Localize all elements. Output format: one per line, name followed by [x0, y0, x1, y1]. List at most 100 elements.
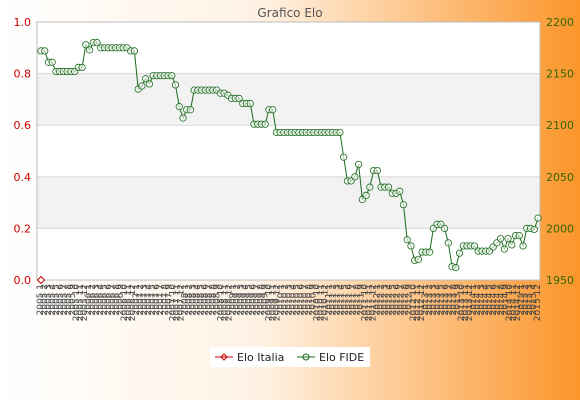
x-tick-label: 2009 10 — [264, 284, 274, 321]
x-tick-label: 2014 2 — [473, 284, 483, 316]
x-tick-label: 2011 4 — [337, 284, 347, 316]
x-tick-label: 2006 7 — [108, 284, 118, 316]
fide-point — [261, 120, 269, 128]
x-tick-label: 2005 7 — [60, 284, 70, 316]
x-tick-label: 2011 5 — [341, 284, 351, 316]
fide-point — [515, 232, 523, 240]
fide-point — [85, 46, 94, 54]
fide-point — [168, 72, 176, 80]
fide-point — [351, 173, 359, 181]
fide-point — [235, 94, 243, 102]
x-tick-label: 2009 3 — [236, 284, 246, 316]
x-tick-label: 2008 3 — [188, 284, 198, 316]
x-tick-label: 2006 2 — [88, 284, 98, 316]
x-tick-label: 2013 6 — [441, 284, 451, 316]
x-tick-label: 2012 9 — [405, 284, 415, 316]
fide-point — [269, 106, 277, 114]
fide-point — [470, 242, 479, 250]
x-tick-label: 2013 8 — [449, 284, 459, 316]
x-tick-label: 2011 1 — [325, 284, 335, 316]
x-tick-label: 2005 4 — [48, 284, 58, 316]
x-tick-label: 2011 12 — [369, 284, 379, 321]
x-tick-label: 2014 12 — [513, 284, 523, 321]
x-tick-label: 2012 10 — [409, 284, 419, 321]
legend-label-fide: Elo FIDE — [319, 351, 364, 364]
fide-point — [497, 235, 505, 243]
x-tick-label: 2010 2 — [280, 284, 290, 316]
x-tick-label: 2010 5 — [293, 284, 303, 316]
x-tick-label: 2015 3 — [525, 284, 535, 316]
fide-point — [41, 47, 49, 55]
right-axis: 1950 2000 2050 2100 2150 2200 — [546, 16, 574, 287]
fide-point — [78, 63, 86, 72]
x-tick-label: 2005 11 — [76, 284, 86, 321]
x-tick-label: 2013 1 — [421, 284, 431, 316]
x-tick-label: 2011 11 — [365, 284, 375, 321]
left-tick-label: 0.0 — [14, 274, 32, 287]
x-tick-label: 2011 9 — [357, 284, 367, 316]
x-tick-label: 2012 3 — [381, 284, 391, 316]
plot-band — [37, 176, 540, 229]
x-tick-label: 2014 11 — [509, 284, 519, 321]
right-tick-label: 2000 — [546, 222, 574, 235]
x-tick-label: 2012 11 — [413, 284, 423, 321]
x-tick-label: 2012 2 — [377, 284, 387, 316]
x-tick-label: 2007 1 — [132, 284, 142, 316]
x-tick-label: 2014 4 — [481, 284, 491, 316]
x-tick-label: 2006 6 — [104, 284, 114, 316]
fide-point — [355, 160, 363, 169]
x-tick-label: 2014 8 — [497, 284, 507, 316]
x-tick-label: 2014 7 — [493, 284, 503, 316]
left-tick-label: 1.0 — [14, 16, 32, 29]
fide-point — [530, 225, 538, 234]
x-tick-label: 2007 2 — [136, 284, 146, 316]
right-tick-label: 1950 — [546, 274, 574, 287]
x-tick-label: 2008 1 — [180, 284, 190, 316]
x-tick-label: 2014 10 — [505, 284, 515, 321]
left-tick-label: 0.2 — [14, 222, 32, 235]
right-tick-label: 2100 — [546, 119, 574, 132]
x-tick-label: 2012 12 — [417, 284, 427, 321]
fide-point — [130, 47, 139, 55]
x-tick-label: 2013 9 — [453, 284, 463, 316]
x-tick-label: 2011 6 — [345, 284, 355, 316]
x-tick-label: 2008 6 — [200, 284, 210, 316]
x-tick-label: 2006 1 — [84, 284, 94, 316]
x-tick-label: 2008 4 — [192, 284, 202, 316]
x-tick-label: 2014 9 — [501, 284, 511, 316]
x-tick-label: 2010 11 — [317, 284, 327, 321]
x-tick-label: 2009 2 — [232, 284, 242, 316]
x-tick-label: 2007 8 — [160, 284, 170, 316]
fide-point — [179, 114, 187, 122]
x-tick-label: 2012 6 — [393, 284, 403, 316]
x-tick-label: 2005 2 — [40, 284, 50, 316]
x-tick-label: 2010 12 — [321, 284, 331, 321]
x-tick-label: 2009 7 — [252, 284, 262, 316]
x-tick-label: 2014 5 — [485, 284, 495, 316]
x-tick-label: 2006 4 — [96, 284, 106, 316]
x-tick-label: 2008 2 — [184, 284, 194, 316]
left-tick-label: 0.4 — [14, 171, 32, 184]
fide-point — [508, 241, 516, 249]
x-tick-label: 2014 3 — [477, 284, 487, 316]
fide-point — [93, 39, 101, 47]
series-elo-italia — [36, 275, 46, 285]
fide-point — [519, 242, 527, 250]
x-tick-label: 2008 7 — [204, 284, 214, 316]
x-tick-label: 2015 2 — [521, 284, 531, 316]
x-tick-label: 2014 6 — [489, 284, 499, 316]
plot-bands — [37, 73, 540, 229]
left-tick-label: 0.8 — [14, 68, 32, 81]
x-tick-label: 2006 9 — [116, 284, 126, 316]
legend: Elo Italia Elo FIDE — [210, 347, 370, 367]
x-tick-label: 2008 9 — [212, 284, 222, 316]
series-elo-fide — [37, 39, 542, 272]
fide-point — [145, 80, 153, 88]
left-tick-label: 0.6 — [14, 119, 32, 132]
plot-band — [37, 73, 540, 126]
x-tick-label: 2008 8 — [208, 284, 218, 316]
x-tick-label: 2009 1 — [228, 284, 238, 316]
x-tick-label: 2011 2 — [329, 284, 339, 316]
